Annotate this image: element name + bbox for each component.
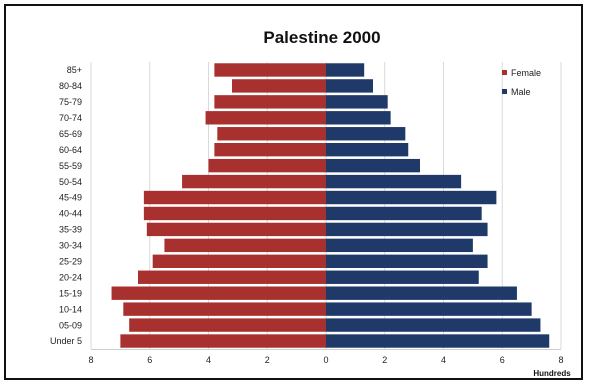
male-bar-17 xyxy=(326,334,550,348)
female-bar-13 xyxy=(138,270,326,284)
gridlines xyxy=(90,62,562,349)
female-bar-12 xyxy=(152,254,326,269)
female-bar-4 xyxy=(217,127,326,141)
male-bar-2 xyxy=(326,95,388,109)
y-tick-label-0: 85+ xyxy=(67,65,82,75)
female-bar-9 xyxy=(143,206,326,221)
male-bar-8 xyxy=(326,190,497,205)
male-bar-15 xyxy=(326,302,532,316)
legend-swatch-female xyxy=(502,70,507,75)
female-bar-15 xyxy=(123,302,326,316)
female-bar-10 xyxy=(146,222,326,237)
y-tick-label-9: 40-44 xyxy=(59,209,82,219)
x-tick-label-5: 2 xyxy=(382,355,387,365)
x-axis-labels: 8 6 4 2 0 2 4 6 8 xyxy=(88,355,563,365)
legend-label-male: Male xyxy=(511,87,531,97)
legend-swatch-male xyxy=(502,89,507,94)
male-bar-11 xyxy=(326,238,473,253)
male-bar-5 xyxy=(326,142,409,157)
x-tick-label-8: 8 xyxy=(558,355,563,365)
y-tick-label-13: 20-24 xyxy=(59,272,82,282)
y-tick-label-7: 50-54 xyxy=(59,177,82,187)
x-tick-label-2: 4 xyxy=(206,355,211,365)
y-tick-label-15: 10-14 xyxy=(59,304,82,314)
population-pyramid-chart: 85+ 80-84 75-79 70-74 65-69 60-64 55-59 50-54 45… xyxy=(6,6,581,378)
y-tick-label-4: 65-69 xyxy=(59,129,82,139)
female-bar-7 xyxy=(182,174,326,189)
y-tick-label-5: 60-64 xyxy=(59,145,82,155)
y-tick-label-2: 75-79 xyxy=(59,97,82,107)
male-bar-3 xyxy=(326,111,391,125)
y-tick-label-14: 15-19 xyxy=(59,288,82,298)
male-bar-14 xyxy=(326,286,517,300)
y-tick-label-3: 70-74 xyxy=(59,113,82,123)
female-bar-14 xyxy=(111,286,326,300)
male-bar-10 xyxy=(326,222,488,237)
x-axis-unit-label: Hundreds xyxy=(533,369,571,378)
female-bar-1 xyxy=(232,79,326,93)
legend-label-female: Female xyxy=(511,68,541,78)
male-bar-12 xyxy=(326,254,488,269)
y-tick-label-17: Under 5 xyxy=(50,336,82,346)
y-tick-label-1: 80-84 xyxy=(59,81,82,91)
female-bar-16 xyxy=(129,318,326,332)
female-bar-17 xyxy=(120,334,326,348)
male-bar-6 xyxy=(326,158,420,173)
y-tick-label-10: 35-39 xyxy=(59,225,82,235)
y-tick-label-12: 25-29 xyxy=(59,257,82,267)
male-bar-13 xyxy=(326,270,479,284)
female-bar-8 xyxy=(143,190,326,205)
x-tick-label-0: 8 xyxy=(88,355,93,365)
y-tick-label-8: 45-49 xyxy=(59,193,82,203)
y-tick-label-11: 30-34 xyxy=(59,241,82,251)
y-tick-label-16: 05-09 xyxy=(59,320,82,330)
male-bar-0 xyxy=(326,63,365,77)
legend: Female Male xyxy=(502,68,541,97)
y-axis-labels: 85+ 80-84 75-79 70-74 65-69 60-64 55-59 50-54 45… xyxy=(50,65,82,346)
x-tick-label-4: 0 xyxy=(323,355,328,365)
male-bar-4 xyxy=(326,127,406,141)
x-tick-label-7: 6 xyxy=(500,355,505,365)
female-bar-0 xyxy=(214,63,326,77)
bars xyxy=(111,63,550,348)
male-bar-9 xyxy=(326,206,482,221)
male-bar-7 xyxy=(326,174,462,189)
female-bar-3 xyxy=(205,111,326,125)
female-bar-2 xyxy=(214,95,326,109)
x-tick-label-3: 2 xyxy=(265,355,270,365)
x-tick-label-1: 6 xyxy=(147,355,152,365)
y-tick-label-6: 55-59 xyxy=(59,161,82,171)
chart-title: Palestine 2000 xyxy=(263,28,380,47)
male-bar-16 xyxy=(326,318,541,332)
female-bar-11 xyxy=(164,238,326,253)
female-bar-5 xyxy=(214,142,326,157)
chart-frame: 85+ 80-84 75-79 70-74 65-69 60-64 55-59 50-54 45… xyxy=(4,4,583,380)
female-bar-6 xyxy=(208,158,326,173)
male-bar-1 xyxy=(326,79,373,93)
x-tick-label-6: 4 xyxy=(441,355,446,365)
